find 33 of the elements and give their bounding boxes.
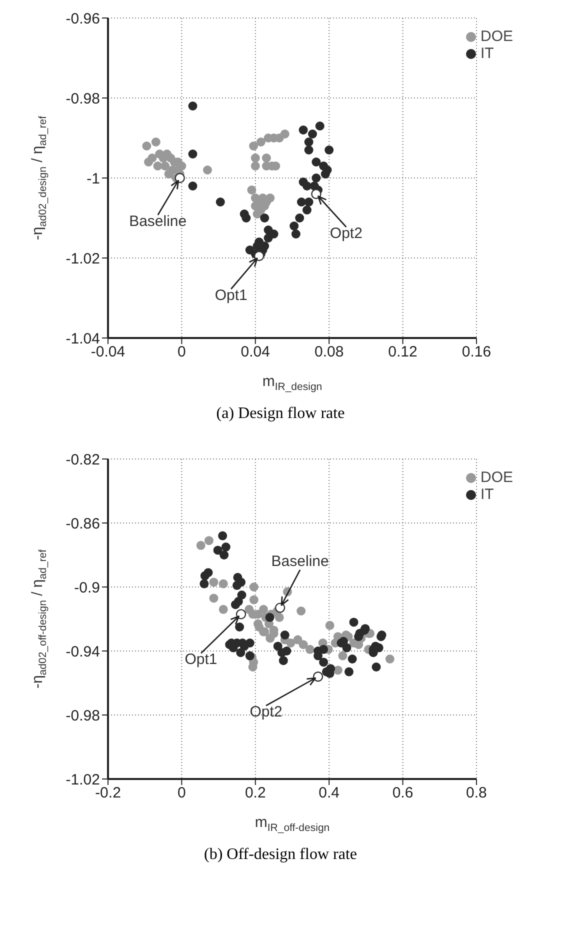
x-tick-label: 0.04: [240, 344, 270, 361]
legend-label: DOE: [480, 469, 513, 486]
annotation: Opt2: [250, 704, 282, 721]
x-tick-label: 0: [178, 344, 186, 361]
y-tick-label: -0.98: [66, 707, 100, 724]
annotation: Baseline: [271, 552, 329, 570]
x-tick-label: 0.8: [466, 784, 487, 802]
y-tick-label: -0.98: [66, 90, 100, 108]
annotation: Opt2: [330, 225, 362, 242]
y-tick-label: -0.9: [74, 579, 100, 596]
x-tick-label: 0.16: [462, 344, 492, 361]
annotation: Opt1: [214, 287, 248, 304]
text: (a) Design flow rate: [215, 405, 346, 423]
y-tick-label: -0.86: [66, 515, 100, 532]
x-tick-label: 0: [178, 784, 186, 802]
y-tick-label: -0.96: [66, 10, 100, 28]
x-axis-title: m$_{IR_off-design}$: [254, 814, 330, 834]
x-tick-label: 0.12: [388, 344, 418, 361]
legend-label: IT: [480, 45, 494, 62]
x-tick-label: 0.4: [318, 784, 340, 802]
y-tick-label: -1.02: [66, 250, 100, 268]
y-tick-label: -0.82: [66, 451, 100, 468]
x-tick-label: 0.08: [314, 344, 344, 361]
text: (b) Off-design flow rate: [203, 846, 358, 864]
annotation: Opt1: [184, 651, 218, 668]
legend-label: DOE: [480, 28, 513, 45]
y-tick-label: -0.94: [66, 643, 100, 660]
x-tick-label: 0.6: [392, 784, 414, 802]
legend-label: IT: [480, 486, 494, 503]
annotation: Baseline: [129, 213, 187, 230]
x-tick-label: 0.2: [244, 784, 266, 802]
y-tick-label: -1: [86, 170, 100, 188]
x-axis-title: m$_{IR_design}$: [262, 373, 322, 393]
